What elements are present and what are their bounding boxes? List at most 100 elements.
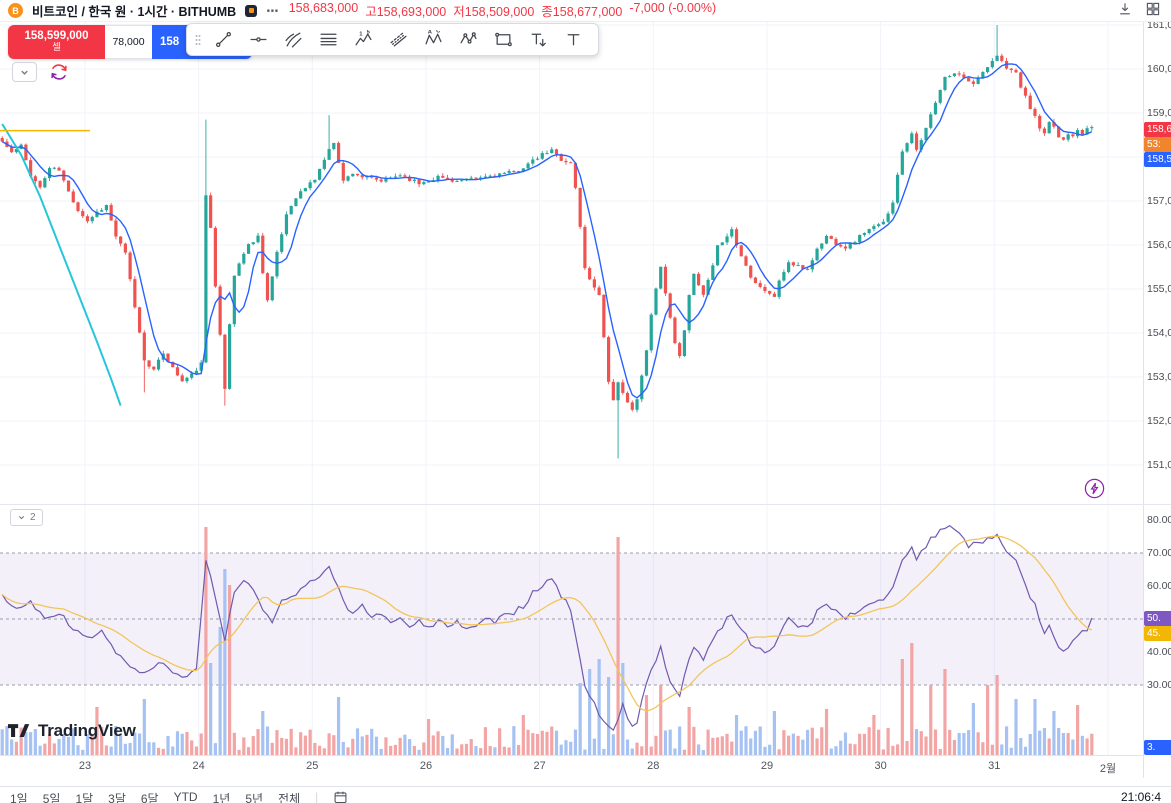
tool-pitchfork-button[interactable]	[276, 26, 311, 54]
widget-collapse-button[interactable]	[12, 62, 37, 82]
date-range-button[interactable]	[333, 790, 348, 803]
axis-label: 155,0	[1147, 283, 1171, 295]
exchange-logo-icon	[245, 4, 258, 17]
tool-anchored-text-button[interactable]	[521, 26, 556, 54]
axis-label: 154,0	[1147, 327, 1171, 339]
axis-label: 160,0	[1147, 63, 1171, 75]
tv-logo-text: TradingView	[38, 721, 136, 740]
trend-line-icon	[216, 32, 231, 47]
date-label: 29	[760, 760, 774, 772]
bitcoin-logo-icon: B	[8, 3, 23, 18]
range-button[interactable]: 3달	[108, 792, 126, 803]
date-label: 30	[874, 760, 887, 772]
range-button[interactable]: 1일	[10, 792, 28, 803]
date-label: 27	[533, 760, 546, 772]
axis-label: 70.00	[1147, 547, 1171, 559]
layout-grid-button[interactable]	[1145, 1, 1161, 20]
rectangle-icon	[495, 32, 512, 47]
price-low: 저158,509,000	[453, 5, 535, 19]
price-close: 종158,677,000	[541, 5, 623, 19]
symbol-title[interactable]: 비트코인 / 한국 원 · 1시간 · BITHUMB	[32, 5, 237, 19]
range-button[interactable]: 6달	[140, 792, 159, 803]
axis-label: 80.00	[1147, 514, 1171, 526]
svg-text:1: 1	[359, 31, 363, 37]
anchored-text-icon	[531, 33, 546, 47]
tradingview-logo[interactable]: TradingView	[8, 721, 136, 741]
date-label: 24	[192, 760, 205, 772]
refresh-icon	[51, 64, 67, 80]
svg-text:A: A	[428, 30, 433, 36]
refresh-button[interactable]	[49, 62, 69, 82]
tool-rectangle-button[interactable]	[486, 26, 521, 54]
axis-label: 151,0	[1147, 459, 1171, 471]
axis-label: 152,0	[1147, 415, 1171, 427]
tool-trend-line-button[interactable]	[206, 26, 241, 54]
range-button[interactable]: 1년	[212, 792, 231, 803]
axis-label: 157,0	[1147, 195, 1171, 207]
tool-text-button[interactable]	[556, 26, 591, 54]
tool-horizontal-line-button[interactable]	[241, 26, 276, 54]
download-button[interactable]	[1117, 1, 1133, 20]
date-label: 25	[306, 760, 319, 772]
fib-retracement-icon	[320, 33, 337, 46]
price-axis[interactable]: 161,0160,0159,0158,0157,0156,0155,0154,0…	[1143, 22, 1171, 778]
date-label: 23	[78, 760, 92, 772]
sell-label: 셀	[52, 42, 61, 54]
grid-icon	[1146, 2, 1160, 16]
axis-label: 153,0	[1147, 371, 1171, 383]
price-badge: 158,6	[1144, 122, 1171, 137]
range-button[interactable]: 1달	[75, 792, 94, 803]
more-options-button[interactable]: ⋯	[266, 4, 280, 18]
drag-handle-icon[interactable]	[194, 31, 204, 49]
date-label: 31	[988, 760, 1001, 772]
tool-fib-channel-button[interactable]	[381, 26, 416, 54]
indicator-pane[interactable]	[0, 505, 1143, 755]
axis-label: 40.00	[1147, 646, 1171, 658]
price-badge: 3.	[1144, 740, 1171, 755]
tool-fib-retracement-button[interactable]	[311, 26, 346, 54]
horizontal-line-icon	[250, 37, 267, 42]
price-open: 158,683,000	[288, 1, 359, 15]
sell-button[interactable]: 158,599,000 셀	[8, 25, 105, 59]
range-button[interactable]: 5년	[245, 792, 264, 803]
range-button[interactable]: 전체	[278, 792, 301, 803]
spread-value: 78,000	[105, 25, 152, 59]
axis-label: 159,0	[1147, 107, 1171, 119]
abcd-pattern-icon	[460, 32, 477, 44]
svg-text:C: C	[436, 30, 441, 35]
pane-number: 2	[30, 512, 36, 523]
pane-collapse-button[interactable]: 2	[10, 509, 43, 526]
time-axis[interactable]: 23 24 25 26 27 28 29 30 31 2월	[0, 755, 1143, 778]
date-label: 2월	[1099, 763, 1117, 775]
tool-abcd-pattern-button[interactable]	[451, 26, 486, 54]
clock-label[interactable]: 21:06:4	[1120, 790, 1161, 803]
instant-trade-button[interactable]	[1083, 477, 1106, 500]
ohlc-readout: 158,683,000 고158,693,000 저158,509,000 종1…	[289, 1, 716, 20]
fib-channel-icon	[390, 32, 407, 47]
pane-separator[interactable]	[0, 504, 1171, 505]
sell-price: 158,599,000	[24, 29, 89, 42]
price-change: -7,000 (-0.00%)	[629, 1, 717, 15]
price-high: 고158,693,000	[365, 5, 447, 19]
range-button[interactable]: YTD	[173, 790, 198, 803]
date-label: 26	[419, 760, 433, 772]
symbol-header: B 비트코인 / 한국 원 · 1시간 · BITHUMB ⋯ 158,683,…	[0, 0, 1171, 22]
price-badge: 158,5	[1144, 152, 1171, 167]
range-button[interactable]: 5일	[42, 792, 61, 803]
axis-label: 60.00	[1147, 580, 1171, 592]
axis-label: 156,0	[1147, 239, 1171, 251]
chevron-down-icon	[18, 515, 25, 520]
svg-text:5: 5	[367, 30, 371, 36]
candlestick-chart[interactable]	[0, 22, 1143, 505]
text-icon	[567, 34, 580, 46]
footer-divider: |	[315, 790, 319, 803]
axis-label: 161,0	[1147, 22, 1171, 31]
tv-logo-icon	[8, 723, 30, 737]
download-icon	[1120, 3, 1130, 15]
